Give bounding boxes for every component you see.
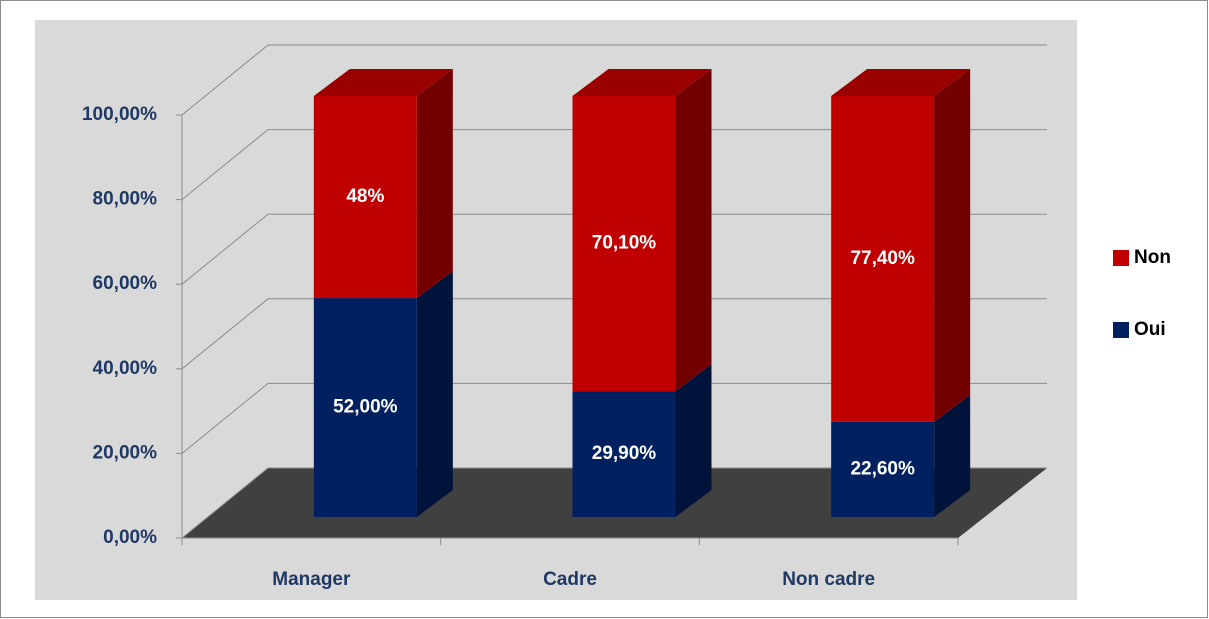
bar: [831, 421, 935, 517]
value-label: 48%: [346, 186, 384, 207]
bar-top: [572, 69, 712, 96]
grid-line: [181, 44, 1047, 116]
value-label: 22,60%: [850, 458, 915, 479]
x-tick-label: Cadre: [543, 569, 597, 590]
y-tick-label: 100,00%: [82, 104, 157, 125]
grid-line: [181, 467, 1047, 539]
bar: [313, 96, 417, 299]
y-tick-label: 60,00%: [93, 273, 158, 294]
value-label: 29,90%: [592, 443, 657, 464]
y-tick-label: 0,00%: [103, 527, 157, 548]
bar-side: [416, 271, 453, 517]
value-label: 52,00%: [333, 397, 398, 418]
legend-swatch: [1113, 250, 1129, 266]
bar-side: [934, 69, 971, 422]
bar-top: [831, 69, 971, 96]
grid-line: [181, 382, 1047, 454]
legend-swatch: [1113, 322, 1129, 338]
grid-line: [181, 298, 1047, 370]
bar-side: [934, 394, 971, 517]
value-label: 70,10%: [592, 233, 657, 254]
bar: [572, 391, 676, 517]
bar: [313, 298, 417, 517]
bar: [572, 96, 676, 392]
x-tick-label: Non cadre: [782, 569, 875, 590]
bar: [831, 96, 935, 422]
legend-label: Non: [1134, 247, 1171, 268]
value-label: 77,40%: [850, 248, 915, 269]
bar-side: [675, 69, 712, 392]
grid-line: [181, 213, 1047, 285]
bar-side: [675, 364, 712, 517]
x-tick-label: Manager: [272, 569, 351, 590]
legend-label: Oui: [1134, 319, 1166, 340]
grid-line: [181, 129, 1047, 200]
y-tick-label: 20,00%: [93, 442, 158, 463]
bar-side: [416, 69, 453, 299]
bar-top: [313, 69, 453, 96]
y-tick-label: 80,00%: [93, 189, 158, 210]
y-tick-label: 40,00%: [93, 358, 158, 379]
